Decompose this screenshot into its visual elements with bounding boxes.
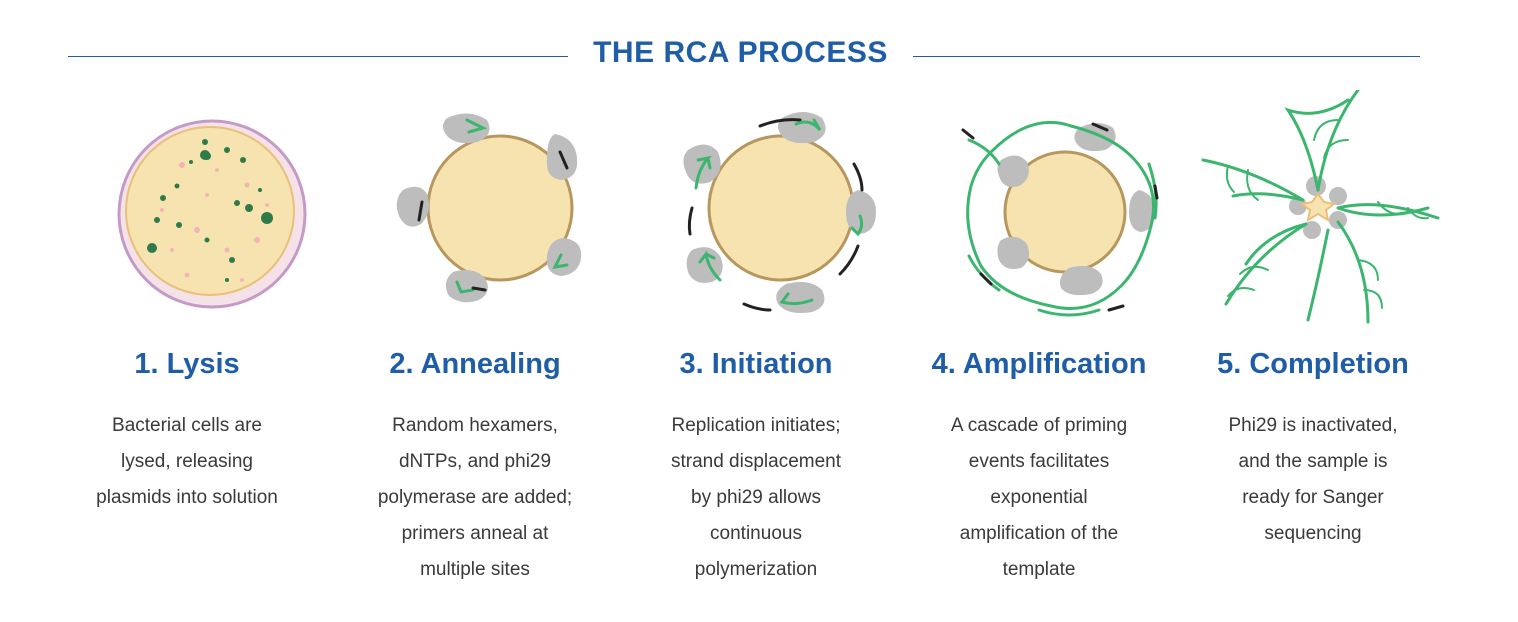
- step-title: 5. Completion: [1217, 348, 1409, 380]
- step-lysis: 1. Lysis Bacterial cells are lysed, relea…: [42, 90, 332, 508]
- completion-dna-cluster-icon: [1201, 90, 1440, 324]
- step-completion: 5. Completion Phi29 is inactivated, and t…: [1168, 90, 1458, 544]
- step-title: 2. Annealing: [389, 348, 561, 380]
- step-title: 4. Amplification: [931, 348, 1147, 380]
- step-title: 3. Initiation: [679, 348, 833, 380]
- page-title: THE RCA PROCESS: [593, 36, 888, 69]
- step-description: Random hexamers, dNTPs, and phi29 polymera…: [377, 415, 573, 580]
- step-description: Replication initiates; strand displacemen…: [670, 415, 842, 580]
- step-annealing: 2. Annealing Random hexamers, dNTPs, and …: [330, 90, 620, 580]
- header-rule-left: [68, 56, 568, 57]
- step-description: A cascade of priming events facilitates ex…: [950, 415, 1128, 580]
- amplification-plasmid-icon: [961, 120, 1159, 317]
- header-rule-right: [913, 56, 1420, 57]
- step-title: 1. Lysis: [134, 348, 240, 380]
- lysis-petri-dish-icon: [117, 119, 307, 309]
- step-description: Bacterial cells are lysed, releasing plasm…: [96, 415, 278, 508]
- annealing-plasmid-icon: [396, 113, 582, 303]
- initiation-plasmid-icon: [683, 112, 876, 313]
- step-amplification: 4. Amplification A cascade of priming eve…: [894, 90, 1184, 580]
- step-initiation: 3. Initiation Replication initiates; stra…: [611, 90, 901, 580]
- header: THE RCA PROCESS: [0, 30, 1518, 80]
- step-description: Phi29 is inactivated, and the sample is re…: [1228, 415, 1398, 544]
